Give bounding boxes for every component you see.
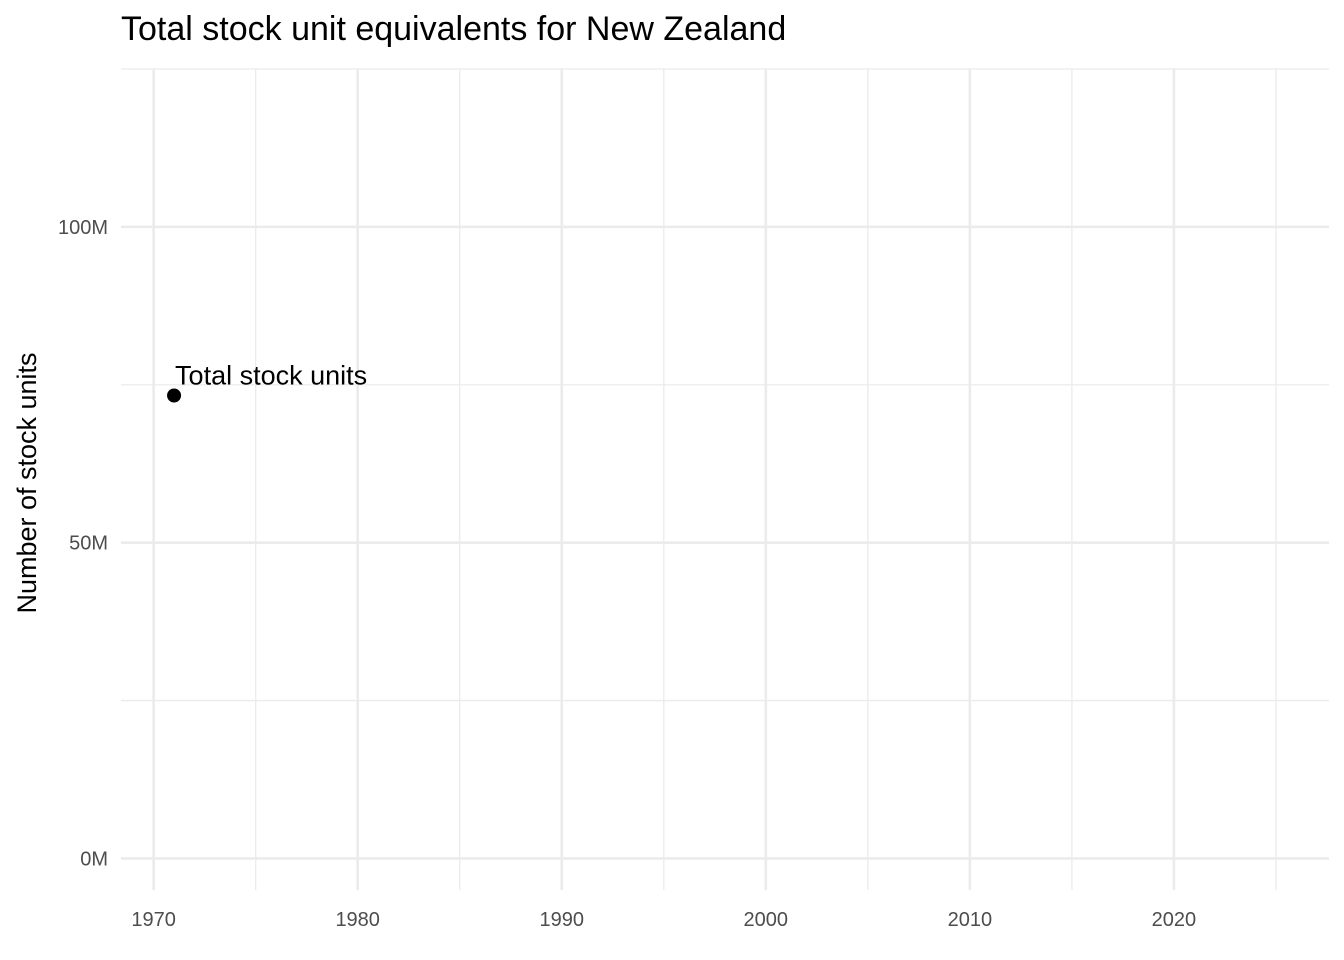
x-tick-label: 2020: [1152, 909, 1197, 931]
grid: [121, 68, 1329, 890]
x-tick-label: 1980: [335, 909, 380, 931]
x-tick-label: 1970: [131, 909, 176, 931]
y-tick-label: 0M: [80, 848, 108, 870]
x-tick-label: 2000: [744, 909, 789, 931]
y-axis-label: Number of stock units: [12, 352, 42, 613]
chart-title: Total stock unit equivalents for New Zea…: [121, 10, 786, 48]
data-point: [167, 388, 182, 403]
data-point-label: Total stock units: [175, 361, 367, 391]
tick-labels: 1970 1980 1990 2000 2010 2020 0M 50M 100M: [58, 217, 1196, 931]
y-tick-label: 100M: [58, 217, 108, 239]
data-marks: Total stock units: [167, 361, 367, 403]
x-tick-label: 2010: [948, 909, 993, 931]
x-tick-label: 1990: [540, 909, 585, 931]
y-tick-label: 50M: [69, 533, 108, 555]
